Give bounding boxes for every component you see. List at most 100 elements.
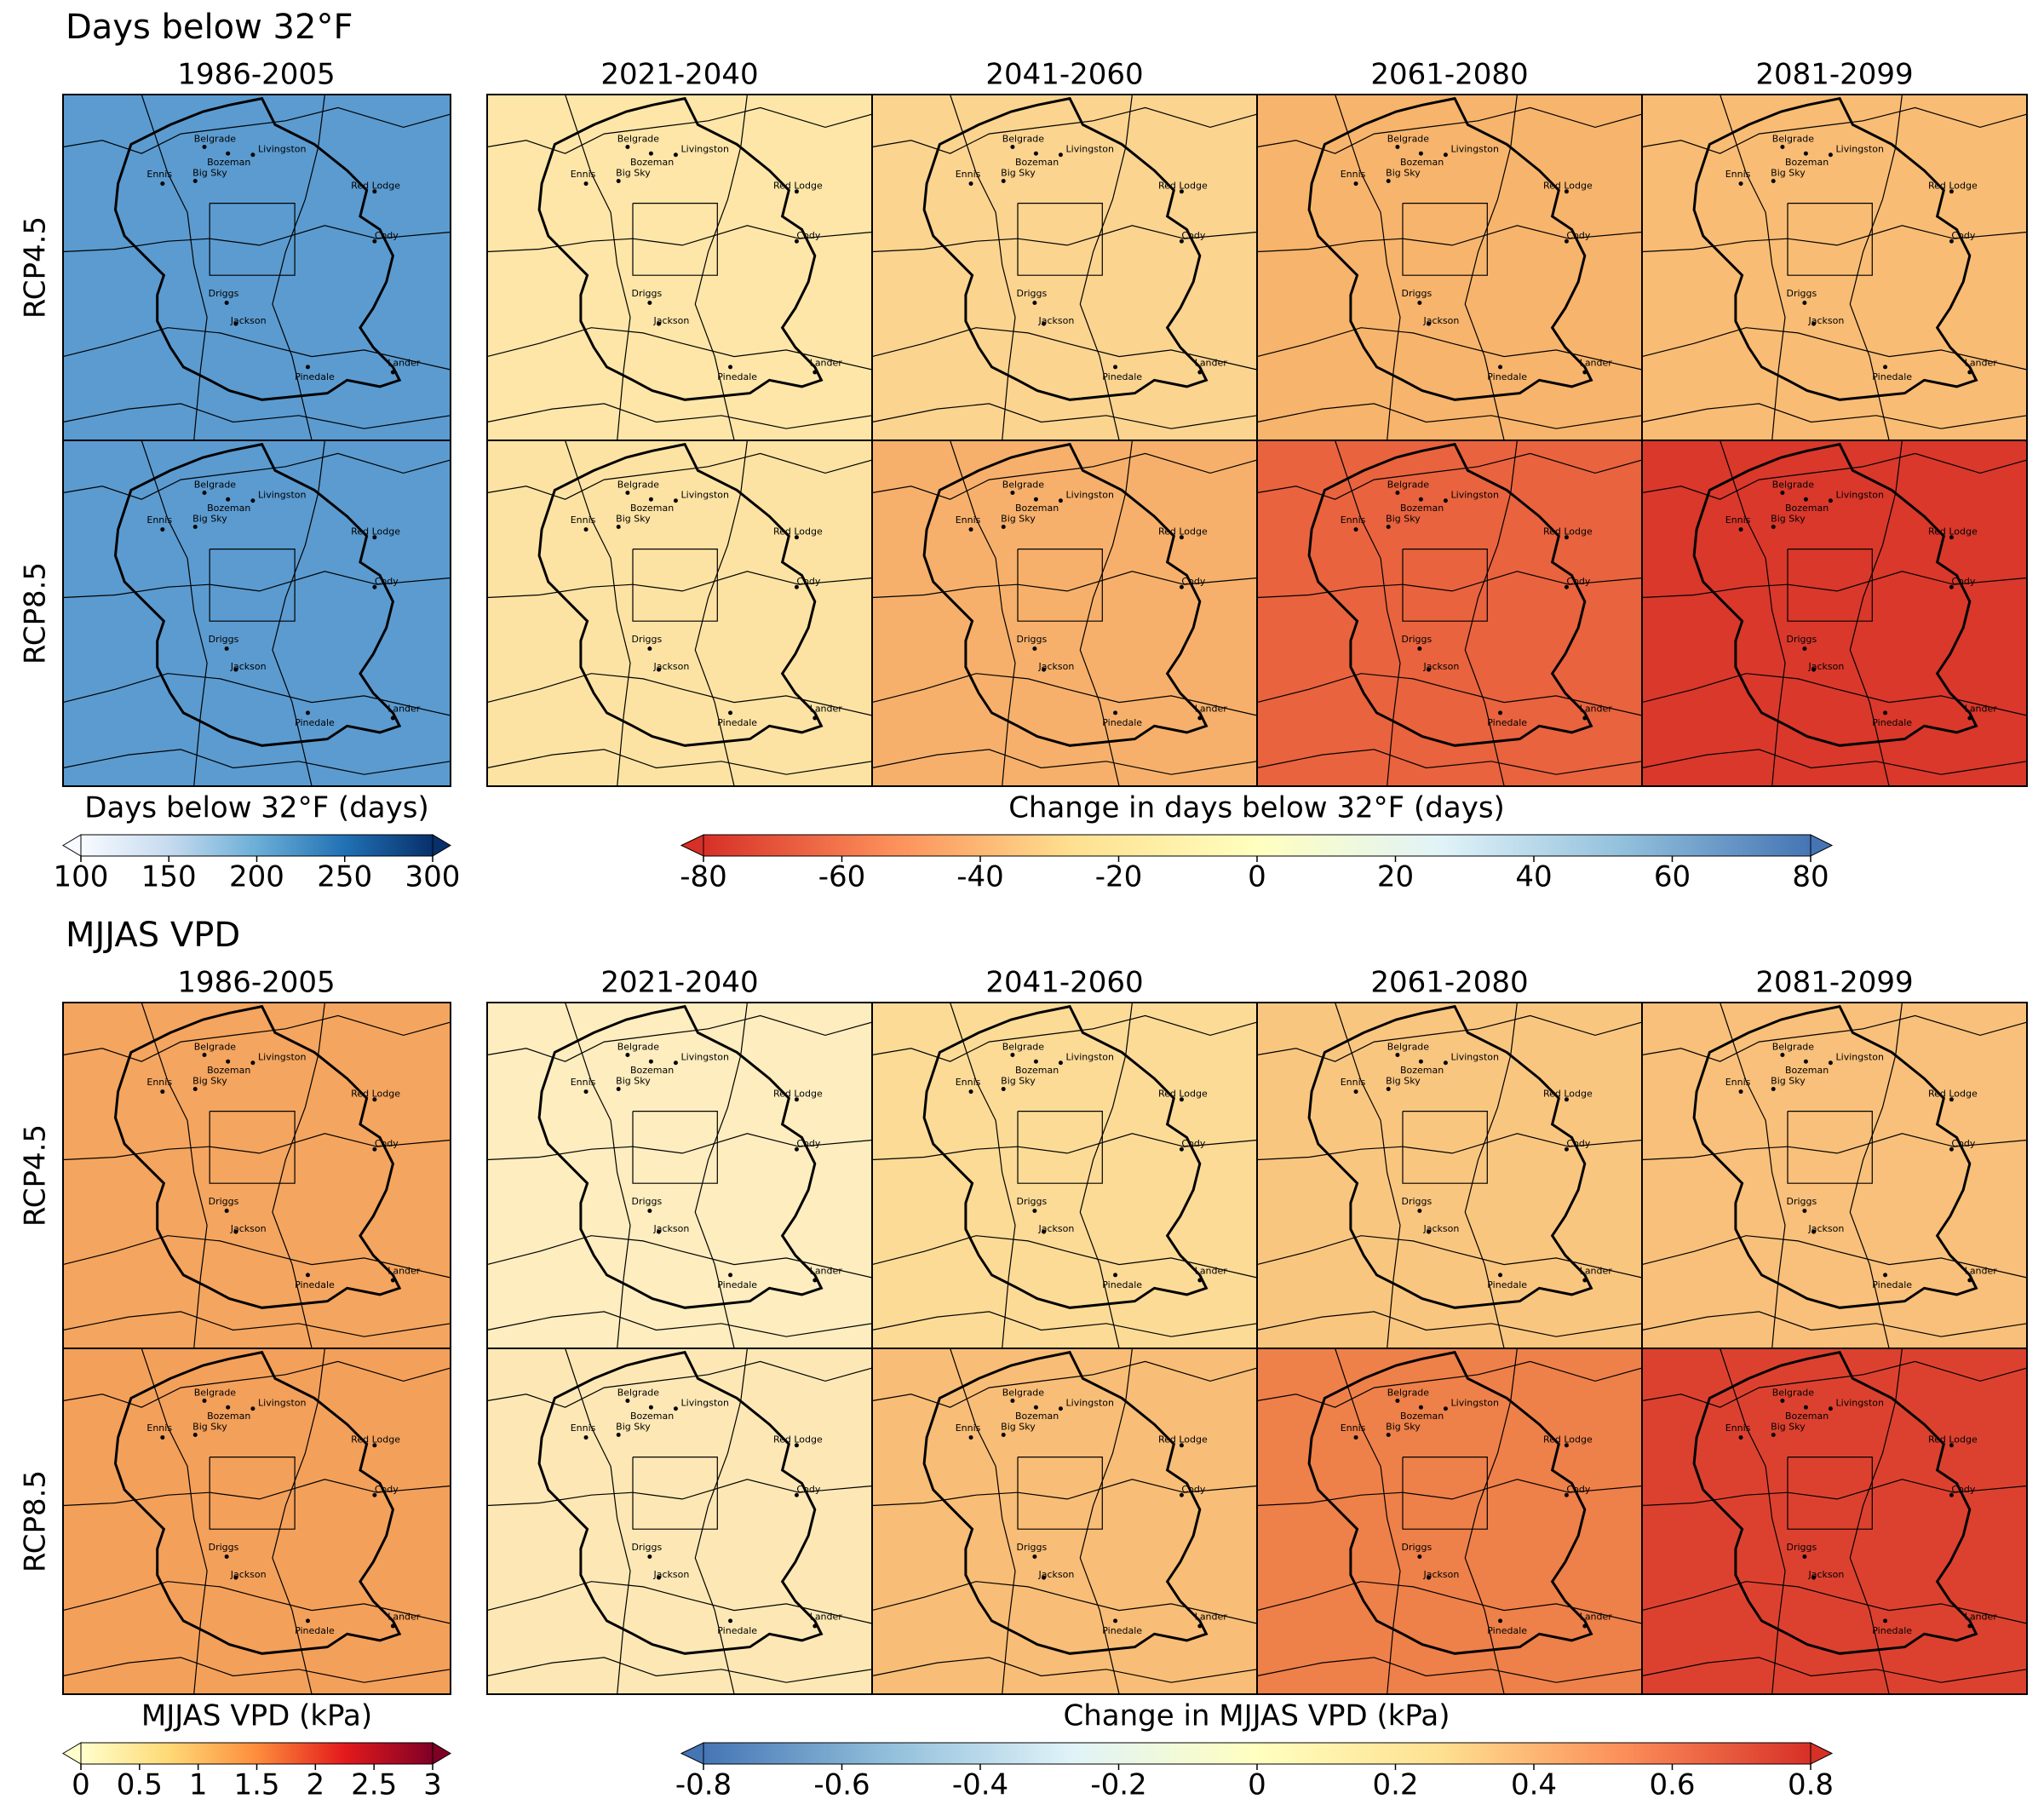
colorbar-extension [1810, 1742, 1834, 1765]
city-dot [160, 1089, 165, 1095]
city-dot [1033, 497, 1038, 502]
city-label: Pinedale [1872, 1279, 1912, 1290]
city-label: Lander [1195, 1265, 1228, 1276]
city-dot [1967, 715, 1972, 721]
city-dot [1802, 301, 1807, 306]
city-dot [673, 498, 678, 503]
city-label: Lander [810, 1265, 843, 1276]
city-label: Belgrade [1002, 133, 1045, 144]
city-dot [1427, 667, 1432, 672]
city-label: Lander [1195, 703, 1228, 714]
city-dot [1417, 1209, 1422, 1214]
city-label: Red Lodge [1543, 1089, 1593, 1100]
city-dot [1179, 1443, 1184, 1448]
basin-outline [922, 1350, 1209, 1655]
city-dot [1582, 1278, 1588, 1283]
map-panel: Belgrade Bozeman Livingston Ennis Big Sky Red… [62, 1348, 451, 1695]
boundary-line [209, 1456, 296, 1530]
city-dot [1427, 1575, 1432, 1580]
column-title: 2041-2060 [985, 966, 1143, 1000]
city-dot [1058, 1060, 1063, 1066]
city-dot [1418, 1059, 1423, 1064]
section-title: Days below 32°F [66, 8, 353, 47]
city-dot [1771, 1087, 1776, 1091]
city-label: Bozeman [1785, 503, 1829, 514]
city-dot [390, 715, 395, 721]
city-dot [1033, 1059, 1038, 1064]
city-label: Pinedale [1872, 1625, 1912, 1636]
city-dot [1803, 1405, 1808, 1410]
city-dot [202, 491, 207, 496]
city-label: Cody [1951, 576, 1975, 587]
city-dot [1032, 1209, 1037, 1214]
city-label: Bozeman [1785, 157, 1829, 168]
boundary-line [565, 440, 631, 787]
colorbar-tick-label: -80 [680, 860, 727, 894]
city-label: Pinedale [1487, 371, 1527, 382]
city-label: Big Sky [192, 1075, 227, 1086]
city-dot [1418, 151, 1423, 156]
city-label: Cody [796, 1484, 820, 1495]
city-label: Red Lodge [773, 1434, 823, 1445]
boundary-line [62, 225, 451, 253]
city-dot [1010, 491, 1015, 496]
city-dot [812, 715, 818, 721]
city-dot [372, 535, 377, 540]
boundary-line [1335, 440, 1401, 787]
city-label: Red Lodge [1158, 181, 1208, 192]
city-label: Jackson [230, 1569, 267, 1580]
city-label: Cody [375, 576, 399, 587]
city-dot [647, 1555, 652, 1560]
city-dot [224, 301, 229, 306]
city-label: Lander [1965, 357, 1998, 368]
city-label: Ennis [571, 1422, 596, 1434]
colorbar-tick-label: -0.6 [813, 1768, 870, 1802]
city-label: Driggs [1017, 1196, 1048, 1207]
city-label: Bozeman [1400, 157, 1444, 168]
city-dot [1197, 1623, 1203, 1629]
boundary-line [1402, 1110, 1488, 1184]
boundary-line [950, 94, 1016, 441]
city-label: Driggs [1402, 634, 1433, 645]
city-label: Big Sky [1771, 513, 1806, 524]
city-dot [1010, 145, 1015, 150]
city-label: Jackson [230, 315, 267, 326]
boundary-line [1256, 1657, 1643, 1683]
boundary-line [1017, 203, 1103, 276]
boundary-line [486, 1657, 873, 1683]
boundary-line [62, 1311, 451, 1337]
city-label: Livingston [1836, 490, 1884, 501]
boundary-line [1256, 106, 1643, 154]
column-title: 2061-2080 [1370, 966, 1528, 1000]
city-dot [1179, 535, 1184, 540]
map-panel: Belgrade Bozeman Livingston Ennis Big Sky Red… [486, 1002, 873, 1349]
map-panel: Belgrade Bozeman Livingston Ennis Big Sky Red… [871, 1348, 1258, 1695]
city-label: Lander [1580, 703, 1613, 714]
city-label: Livingston [1451, 490, 1499, 501]
boundary-line [1641, 1360, 2028, 1408]
city-label: Jackson [1807, 661, 1844, 672]
boundary-line [1641, 1479, 2028, 1507]
boundary-line [871, 673, 1258, 716]
city-label: Pinedale [717, 1625, 757, 1636]
basin-outline [1692, 1004, 1978, 1309]
city-label: Lander [810, 1611, 843, 1622]
city-label: Big Sky [616, 167, 651, 178]
boundary-line [950, 1002, 1016, 1349]
panel-frame [1641, 1348, 2028, 1695]
city-dot [1032, 647, 1037, 652]
city-dot [794, 584, 799, 589]
boundary-line [1641, 1657, 2028, 1683]
city-dot [673, 1060, 678, 1066]
basin-outline [113, 96, 402, 401]
boundary-line [871, 403, 1258, 429]
city-label: Pinedale [295, 1279, 335, 1290]
city-label: Cody [1951, 1484, 1975, 1495]
city-label: Jackson [1422, 1569, 1459, 1580]
city-dot [657, 321, 662, 326]
city-label: Big Sky [616, 1421, 651, 1432]
city-label: Red Lodge [351, 526, 400, 537]
city-dot [794, 1492, 799, 1497]
colorbar-tick-label: 0.4 [1511, 1768, 1557, 1802]
city-dot [192, 525, 198, 529]
